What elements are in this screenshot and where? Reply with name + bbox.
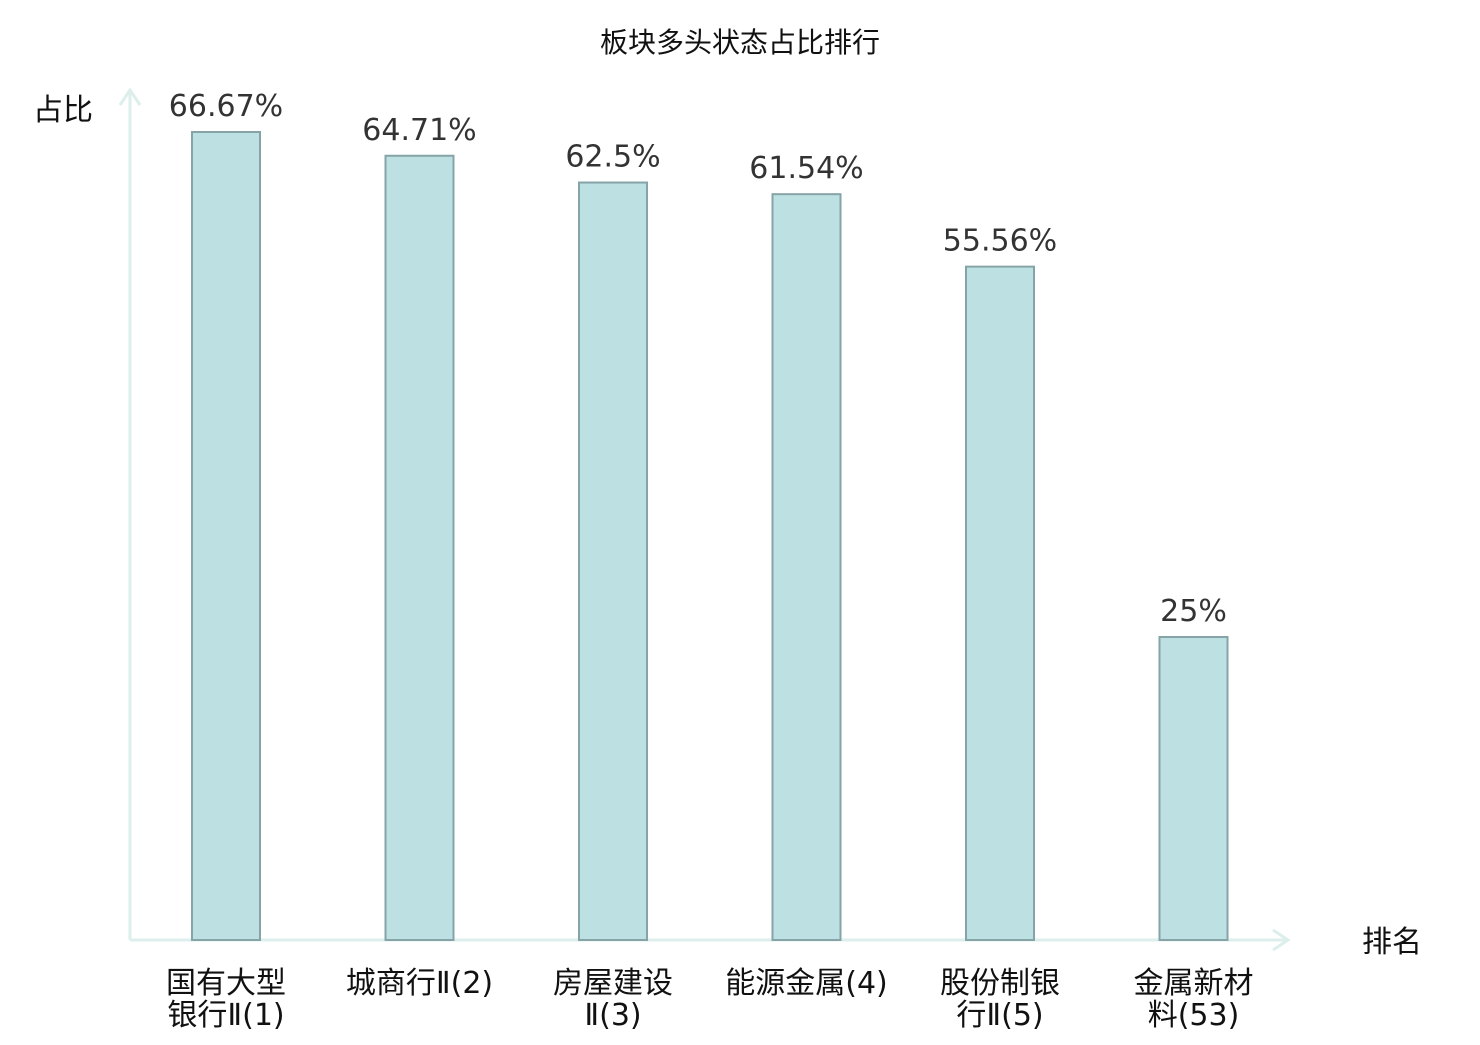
value-label: 61.54% (749, 151, 863, 186)
category-label: 房屋建设 (553, 966, 673, 1001)
bar (191, 131, 261, 941)
y-axis-label: 占比 (33, 93, 93, 128)
x-axis-arrow (1272, 928, 1291, 952)
category-label: Ⅱ(3) (584, 998, 641, 1033)
value-label: 64.71% (362, 113, 476, 148)
bar (965, 265, 1035, 941)
category-label: 料(53) (1148, 998, 1240, 1033)
category-label: 能源金属(4) (725, 966, 888, 1001)
x-axis-label: 排名 (1362, 925, 1422, 960)
bar (1158, 636, 1229, 941)
bar (384, 154, 455, 941)
bar (578, 181, 648, 941)
bar (771, 193, 842, 941)
category-label: 国有大型 (166, 966, 286, 1001)
category-label: 股份制银 (940, 966, 1060, 1001)
value-label: 25% (1160, 594, 1227, 629)
value-label: 62.5% (565, 140, 660, 175)
value-label: 66.67% (169, 89, 283, 124)
bars (191, 131, 1229, 941)
chart-title: 板块多头状态占比排行 (600, 26, 880, 59)
category-label: 城商行Ⅱ(2) (346, 966, 493, 1001)
value-labels: 66.67% 64.71% 62.5% 61.54% 55.56% 25% (169, 89, 1227, 629)
category-label: 行Ⅱ(5) (956, 998, 1043, 1033)
axes (118, 87, 1291, 952)
category-label: 金属新材 (1134, 966, 1254, 1001)
y-axis-arrow (118, 87, 142, 106)
category-label: 银行Ⅱ(1) (167, 998, 284, 1033)
value-label: 55.56% (943, 224, 1057, 259)
